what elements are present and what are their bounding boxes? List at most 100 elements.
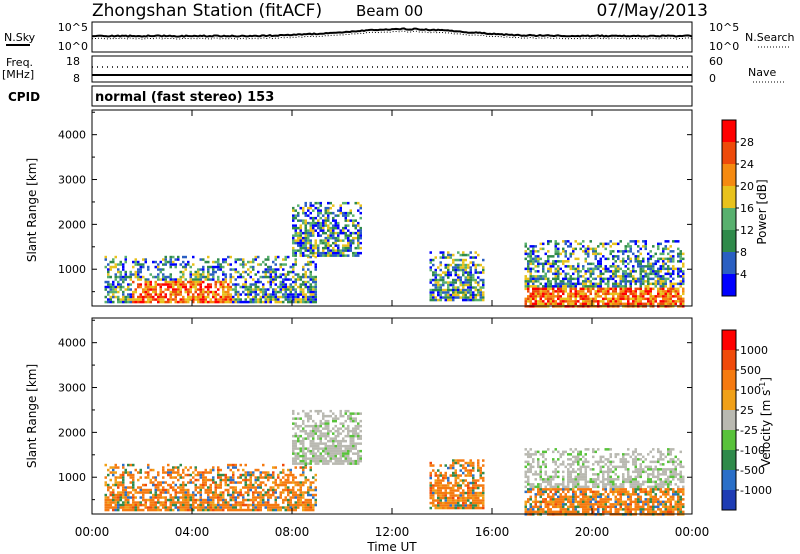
echo-cell: [302, 447, 305, 450]
echo-cell: [182, 285, 185, 289]
echo-cell: [524, 250, 527, 253]
echo-cell: [529, 490, 532, 494]
echo-cell: [644, 270, 647, 273]
echo-cell: [562, 483, 565, 486]
echo-cell: [342, 246, 345, 250]
echo-cell: [304, 201, 307, 205]
echo-cell: [609, 292, 612, 296]
echo-cell: [179, 275, 182, 279]
echo-cell: [329, 447, 332, 450]
echo-cell: [652, 267, 655, 271]
echo-cell: [107, 503, 110, 507]
echo-cell: [329, 437, 332, 440]
echo-cell: [292, 209, 295, 212]
echo-cell: [282, 468, 285, 472]
echo-cell: [274, 255, 277, 259]
echo-cell: [664, 285, 667, 288]
echo-cell: [677, 240, 680, 243]
echo-cell: [539, 475, 542, 479]
echo-cell: [304, 501, 307, 504]
echo-cell: [144, 491, 147, 494]
echo-cell: [457, 251, 460, 254]
echo-cell: [584, 448, 587, 451]
echo-cell: [332, 249, 335, 252]
echo-cell: [627, 302, 630, 306]
echo-cell: [464, 281, 467, 284]
echo-cell: [234, 496, 237, 499]
echo-cell: [297, 437, 300, 440]
echo-cell: [202, 501, 205, 504]
echo-cell: [447, 506, 450, 510]
echo-cell: [359, 216, 362, 220]
echo-cell: [672, 240, 675, 243]
echo-cell: [199, 501, 202, 504]
echo-cell: [624, 275, 627, 278]
echo-cell: [307, 280, 310, 284]
echo-cell: [302, 206, 305, 210]
echo-cell: [434, 489, 437, 492]
echo-cell: [657, 277, 660, 281]
echo-cell: [329, 231, 332, 235]
echo-cell: [329, 409, 332, 413]
echo-cell: [239, 493, 242, 497]
echo-cell: [342, 459, 345, 463]
echo-cell: [619, 287, 622, 291]
echo-cell: [462, 489, 465, 492]
echo-cell: [242, 468, 245, 472]
echo-cell: [569, 458, 572, 461]
echo-cell: [294, 422, 297, 425]
echo-cell: [612, 287, 615, 291]
echo-cell: [169, 275, 172, 279]
echo-cell: [254, 283, 257, 286]
echo-cell: [352, 427, 355, 430]
echo-cell: [557, 270, 560, 273]
echo-cell: [184, 278, 187, 281]
echo-cell: [612, 242, 615, 246]
echo-cell: [619, 302, 622, 306]
echo-cell: [657, 257, 660, 261]
echo-cell: [179, 483, 182, 487]
echo-cell: [679, 260, 682, 263]
echo-cell: [432, 469, 435, 472]
echo-cell: [347, 454, 350, 458]
echo-cell: [324, 209, 327, 212]
echo-cell: [167, 508, 170, 512]
echo-cell: [572, 488, 575, 491]
echo-cell: [662, 252, 665, 256]
echo-cell: [224, 260, 227, 264]
echo-cell: [217, 483, 220, 487]
echo-cell: [614, 290, 617, 293]
echo-cell: [442, 276, 445, 279]
echo-cell: [294, 234, 297, 237]
echo-cell: [672, 295, 675, 298]
echo-cell: [282, 506, 285, 509]
echo-cell: [267, 488, 270, 492]
echo-cell: [564, 265, 567, 268]
echo-cell: [342, 231, 345, 235]
echo-cell: [539, 488, 542, 491]
echo-cell: [327, 206, 330, 210]
echo-cell: [669, 255, 672, 258]
echo-cell: [579, 287, 582, 291]
echo-cell: [562, 490, 565, 494]
echo-cell: [529, 267, 532, 271]
echo-cell: [462, 266, 465, 269]
echo-cell: [322, 219, 325, 222]
echo-cell: [537, 275, 540, 278]
echo-cell: [527, 455, 530, 459]
echo-cell: [342, 449, 345, 453]
echo-cell: [472, 263, 475, 267]
echo-cell: [242, 498, 245, 502]
echo-cell: [154, 275, 157, 279]
echo-cell: [157, 481, 160, 484]
echo-cell: [297, 506, 300, 509]
echo-cell: [204, 260, 207, 264]
echo-cell: [314, 295, 317, 299]
echo-cell: [594, 478, 597, 481]
echo-cell: [349, 449, 352, 453]
echo-cell: [134, 503, 137, 507]
echo-cell: [452, 496, 455, 500]
echo-cell: [547, 495, 550, 499]
echo-cell: [312, 251, 315, 255]
echo-cell: [332, 229, 335, 232]
